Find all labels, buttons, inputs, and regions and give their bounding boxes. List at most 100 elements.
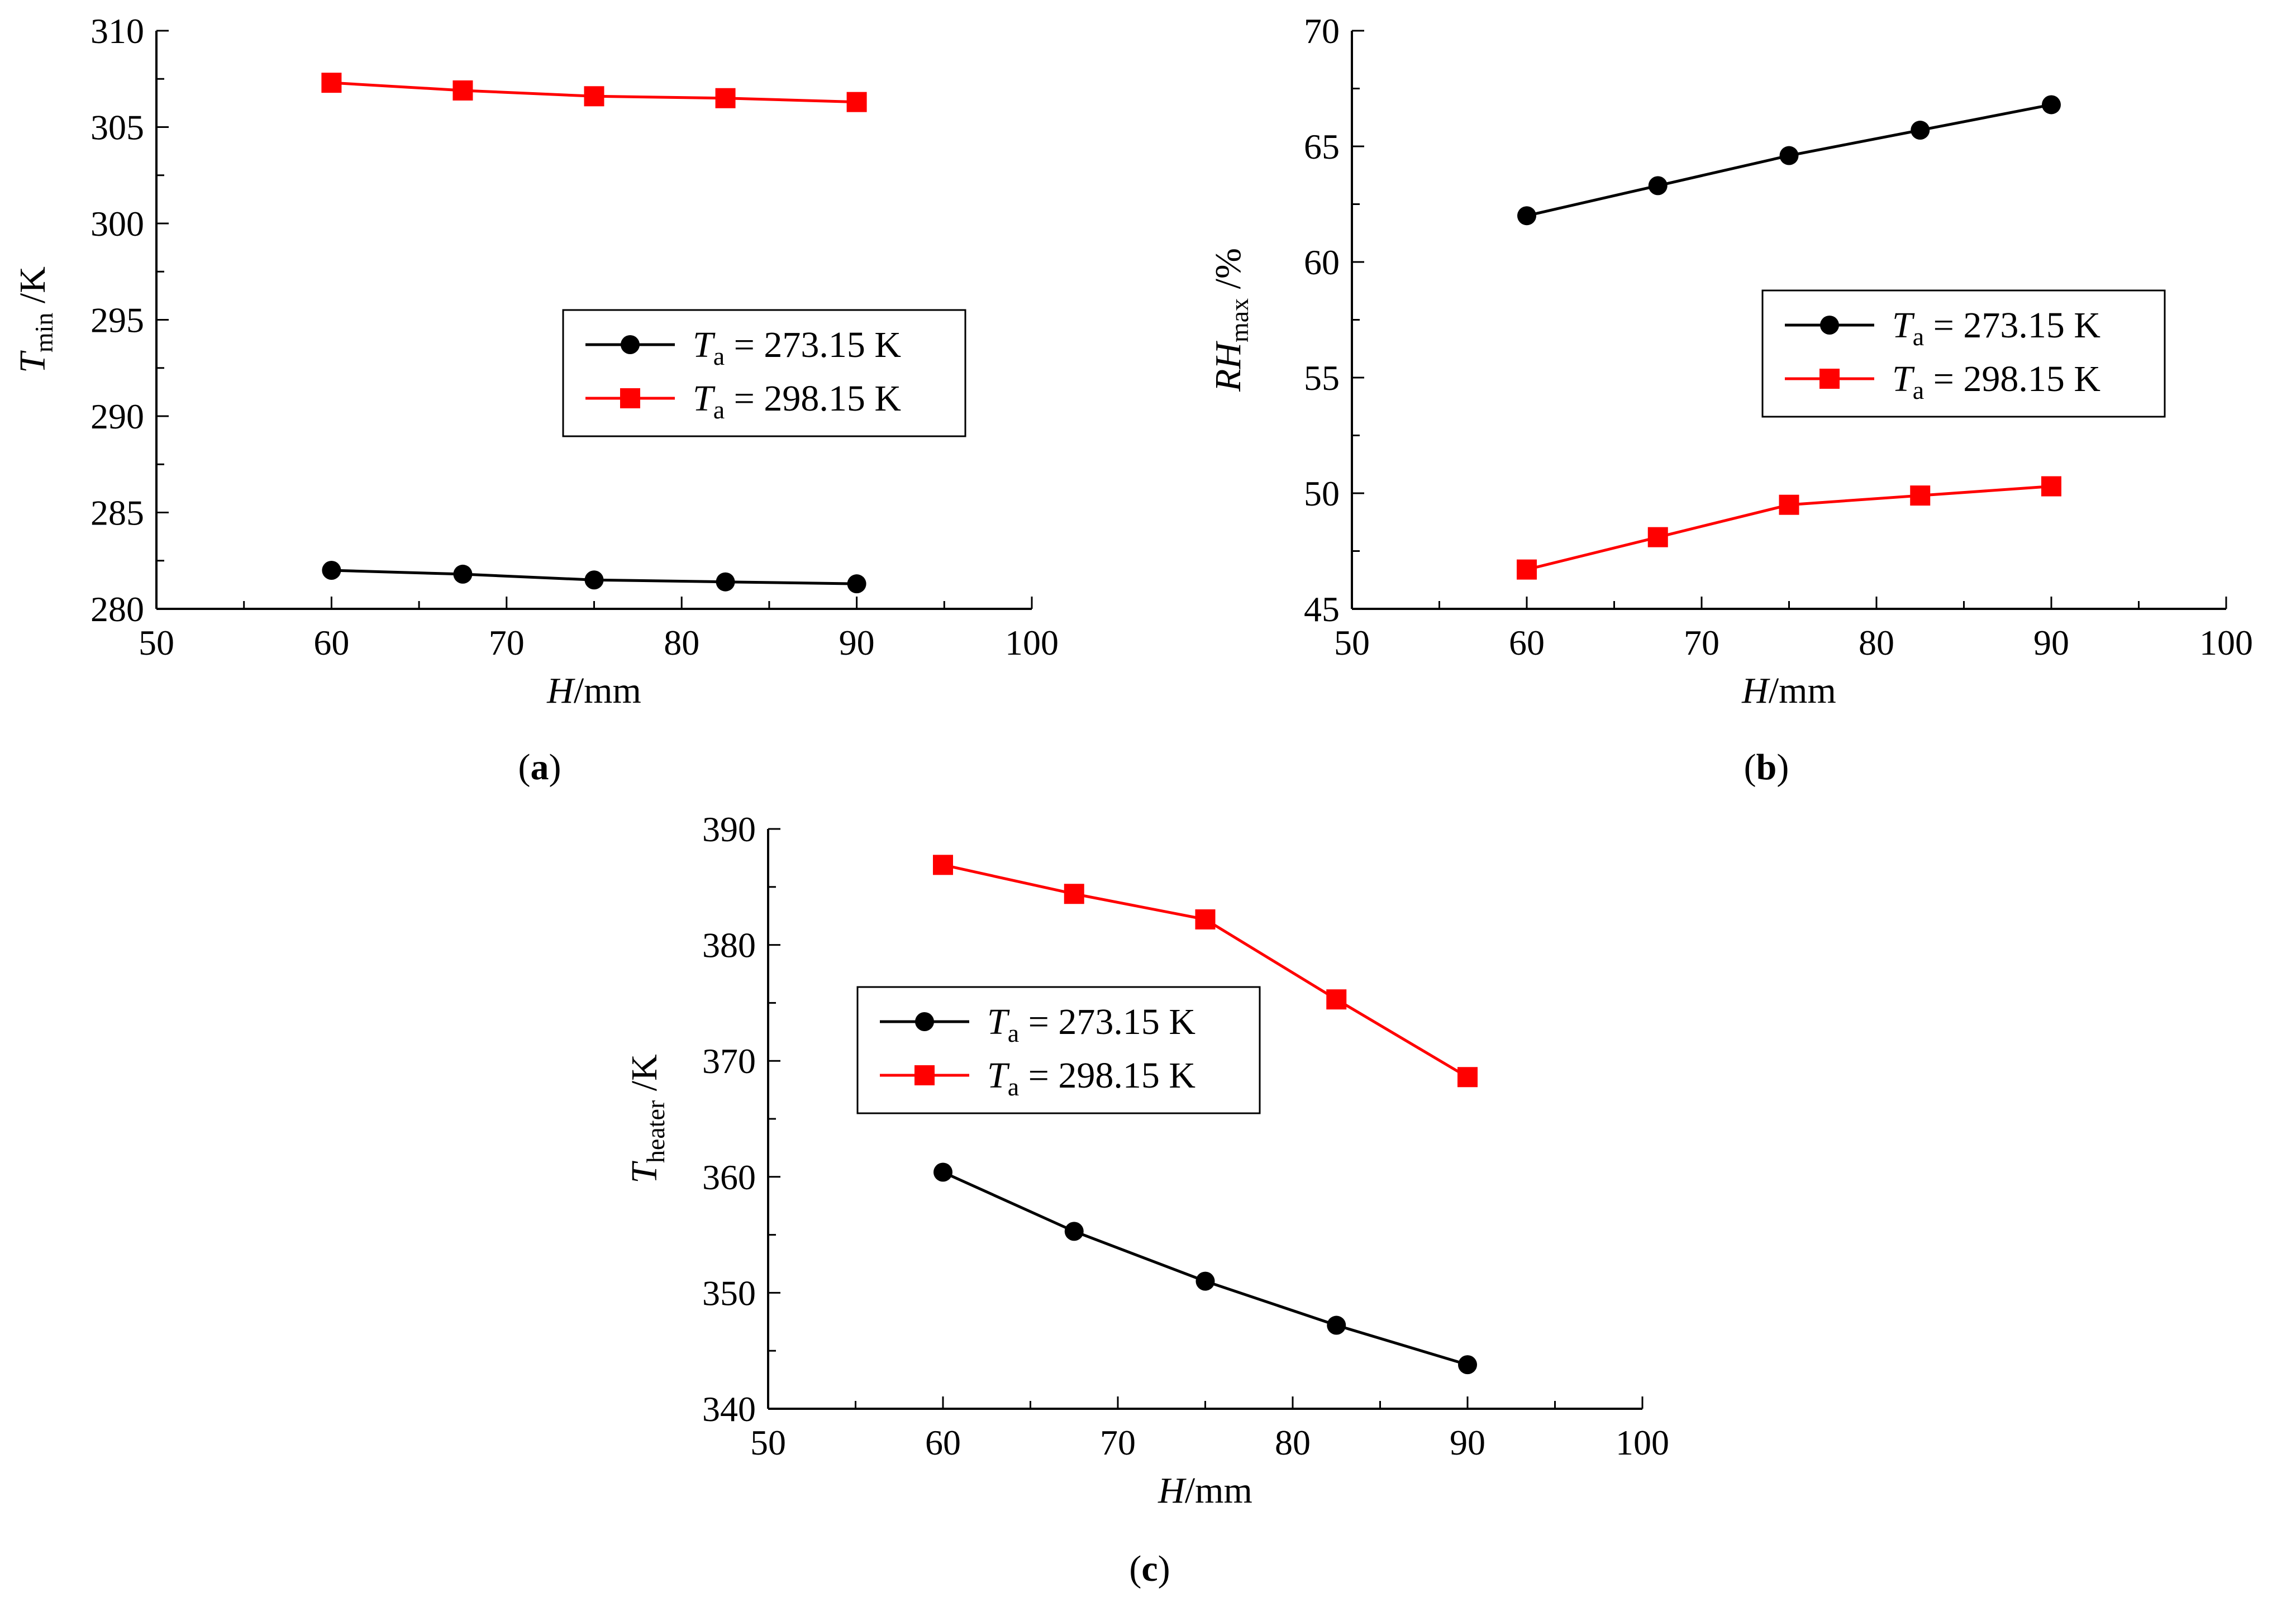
legend-symbol: T <box>987 1055 1010 1096</box>
legend-symbol: T <box>1892 305 1915 346</box>
panel-label-close: ) <box>1158 1548 1170 1589</box>
data-point-circle <box>584 570 604 590</box>
legend-subscript: a <box>1913 322 1924 351</box>
data-point-square <box>1326 989 1347 1010</box>
y-axis-subscript: max <box>1225 298 1254 342</box>
x-axis-symbol: H <box>546 670 575 711</box>
legend-label: Ta = 273.15 K <box>987 1002 1195 1047</box>
y-tick-label: 70 <box>1304 11 1340 51</box>
x-axis-title: H/mm <box>1741 670 1836 711</box>
x-tick-label: 80 <box>1275 1423 1311 1462</box>
panel-label-close: ) <box>1776 747 1789 788</box>
legend-label: Ta = 273.15 K <box>1892 305 2100 351</box>
legend-subscript: a <box>1008 1019 1019 1047</box>
y-tick-label: 290 <box>90 397 144 436</box>
y-axis-symbol: RH <box>1208 341 1249 392</box>
panel-a: 50 60 70 80 90 100 280 285 290 295 300 305 310 H/mm Tm… <box>12 11 1059 788</box>
y-tick-label: 370 <box>702 1041 756 1081</box>
panel-label: (b) <box>1744 747 1789 788</box>
x-tick-label: 70 <box>489 623 525 662</box>
x-axis-unit: /mm <box>1769 670 1836 711</box>
legend-rest: = 273.15 K <box>725 325 901 365</box>
y-tick-label: 50 <box>1304 474 1340 513</box>
y-tick-label: 305 <box>90 108 144 147</box>
legend-box <box>856 986 1261 1114</box>
x-axis-title: H/mm <box>546 670 641 711</box>
data-point-square <box>1195 909 1216 929</box>
x-tick-label: 80 <box>664 623 699 662</box>
legend-rest: = 298.15 K <box>1019 1055 1195 1096</box>
y-axis-title: Tmin /K <box>12 266 58 373</box>
y-tick-label: 300 <box>90 204 144 244</box>
data-point-circle <box>1779 146 1799 165</box>
y-axis-title: Theater /K <box>624 1054 670 1184</box>
data-point-square <box>846 92 867 112</box>
legend-subscript: a <box>1913 376 1924 404</box>
y-axis-unit: /K <box>12 266 53 313</box>
data-point-circle <box>1327 1315 1346 1335</box>
y-tick-label: 360 <box>702 1157 756 1197</box>
data-point-circle <box>1517 206 1536 226</box>
x-tick-label: 50 <box>1334 623 1370 662</box>
panel-c: 50 60 70 80 90 100 340 350 360 370 380 390 H/mm Theat… <box>624 809 1669 1589</box>
legend: Ta = 273.15 K Ta = 298.15 K <box>856 986 1261 1114</box>
legend: Ta = 273.15 K Ta = 298.15 K <box>1761 289 2166 418</box>
legend-subscript: a <box>713 395 725 424</box>
data-point-square <box>933 855 953 875</box>
legend-subscript: a <box>1008 1072 1019 1101</box>
legend-label: Ta = 298.15 K <box>1892 359 2100 404</box>
y-axis-unit: /% <box>1208 248 1249 298</box>
x-axis-unit: /mm <box>574 670 641 711</box>
x-tick-label: 100 <box>2199 623 2253 662</box>
y-tick-label: 295 <box>90 301 144 340</box>
legend-box <box>562 309 966 437</box>
data-point-circle <box>453 564 473 584</box>
y-axis-symbol: T <box>624 1161 665 1184</box>
y-axis-symbol: T <box>12 350 53 373</box>
data-point-square <box>1910 485 1931 506</box>
x-tick-label: 90 <box>1450 1423 1485 1462</box>
legend-label: Ta = 298.15 K <box>693 378 901 424</box>
data-point-square <box>584 86 604 107</box>
legend-marker-circle <box>621 335 640 354</box>
x-tick-label: 100 <box>1005 623 1059 662</box>
data-point-circle <box>1195 1271 1215 1291</box>
legend-box <box>1761 289 2166 418</box>
data-point-circle <box>2042 95 2061 115</box>
legend-subscript: a <box>713 342 725 370</box>
data-point-square <box>1457 1067 1478 1088</box>
data-point-square <box>1779 494 1799 515</box>
data-point-circle <box>322 561 341 580</box>
legend-marker-circle <box>1820 316 1839 335</box>
y-tick-label: 65 <box>1304 127 1340 166</box>
y-tick-label: 390 <box>702 809 756 849</box>
data-point-circle <box>1458 1355 1477 1375</box>
y-axis-unit: /K <box>624 1054 665 1100</box>
x-tick-label: 50 <box>139 623 174 662</box>
y-tick-label: 60 <box>1304 242 1340 282</box>
legend-marker-square <box>914 1065 935 1085</box>
legend-rest: = 273.15 K <box>1019 1002 1195 1042</box>
y-axis-title: RHmax /% <box>1208 248 1254 392</box>
data-point-circle <box>716 572 735 592</box>
data-point-square <box>715 88 736 108</box>
x-tick-label: 70 <box>1684 623 1719 662</box>
data-point-circle <box>847 574 866 594</box>
legend-symbol: T <box>693 378 716 419</box>
legend-marker-circle <box>915 1012 934 1031</box>
y-tick-label: 340 <box>702 1389 756 1429</box>
legend-label: Ta = 298.15 K <box>987 1055 1195 1101</box>
legend-marker-square <box>1819 369 1840 389</box>
data-point-square <box>1517 559 1537 580</box>
panel-label-open: ( <box>1129 1548 1141 1589</box>
x-tick-label: 60 <box>925 1423 961 1462</box>
y-tick-label: 350 <box>702 1273 756 1313</box>
data-point-circle <box>1911 121 1930 140</box>
x-axis-symbol: H <box>1157 1470 1187 1511</box>
legend: Ta = 273.15 K Ta = 298.15 K <box>562 309 966 437</box>
panel-label-letter: a <box>531 747 549 788</box>
data-point-circle <box>1648 176 1668 196</box>
panel-label-close: ) <box>549 747 561 788</box>
y-tick-label: 45 <box>1304 589 1340 629</box>
